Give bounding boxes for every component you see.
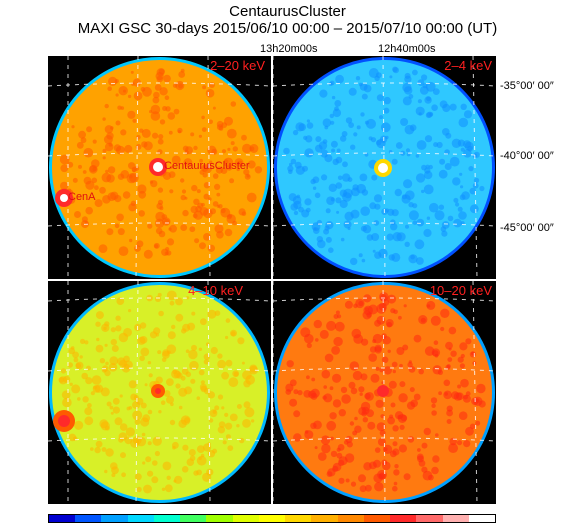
band-label-10-20kev: 10–20 keV (429, 283, 492, 298)
colorbar-swatch (311, 515, 338, 522)
colorbar-swatch (49, 515, 76, 522)
sky-map-4-10kev (48, 281, 271, 504)
panel-10-20kev: 10–20 keV (273, 281, 496, 504)
dec-label-3: -45°00′ 00″ (500, 222, 554, 234)
source-label-centaurus-cluster: CentaurusCluster (164, 160, 250, 172)
band-label-4-10kev: 4–10 keV (188, 283, 243, 298)
sky-map-10-20kev (273, 281, 496, 504)
ra-label-1: 13h20m00s (260, 43, 318, 55)
colorbar-swatch (416, 515, 443, 522)
panel-2-4kev: 2–4 keV (273, 56, 496, 279)
colorbar-swatch (285, 515, 312, 522)
colorbar-swatch (153, 515, 181, 522)
colorbar-swatch (180, 515, 207, 522)
colorbar-swatch (468, 515, 495, 522)
colorbar (48, 514, 496, 523)
colorbar-swatch (390, 515, 417, 522)
colorbar-swatch (232, 515, 259, 522)
dec-label-1: -35°00′ 00″ (500, 80, 554, 92)
sky-map-2-4kev (273, 56, 496, 279)
dec-label-2: -40°00′ 00″ (500, 150, 554, 162)
plot-subtitle: MAXI GSC 30-days 2015/06/10 00:00 – 2015… (77, 20, 498, 37)
colorbar-swatch (442, 515, 469, 522)
panel-4-10kev: 4–10 keV (48, 281, 271, 504)
plot-title: CentaurusCluster (229, 3, 346, 20)
colorbar-swatch (75, 515, 102, 522)
panel-2-20kev: 2–20 keV CentaurusCluster CenA (48, 56, 271, 279)
band-label-2-4kev: 2–4 keV (444, 58, 492, 73)
sky-map-2-20kev (48, 56, 271, 279)
colorbar-swatch (127, 515, 154, 522)
source-label-cena: CenA (68, 191, 96, 203)
ra-label-2: 12h40m00s (378, 43, 436, 55)
colorbar-swatch (206, 515, 233, 522)
colorbar-swatch (258, 515, 286, 522)
band-label-2-20kev: 2–20 keV (210, 58, 265, 73)
colorbar-swatch (337, 515, 364, 522)
colorbar-swatch (363, 515, 391, 522)
colorbar-swatch (101, 515, 128, 522)
